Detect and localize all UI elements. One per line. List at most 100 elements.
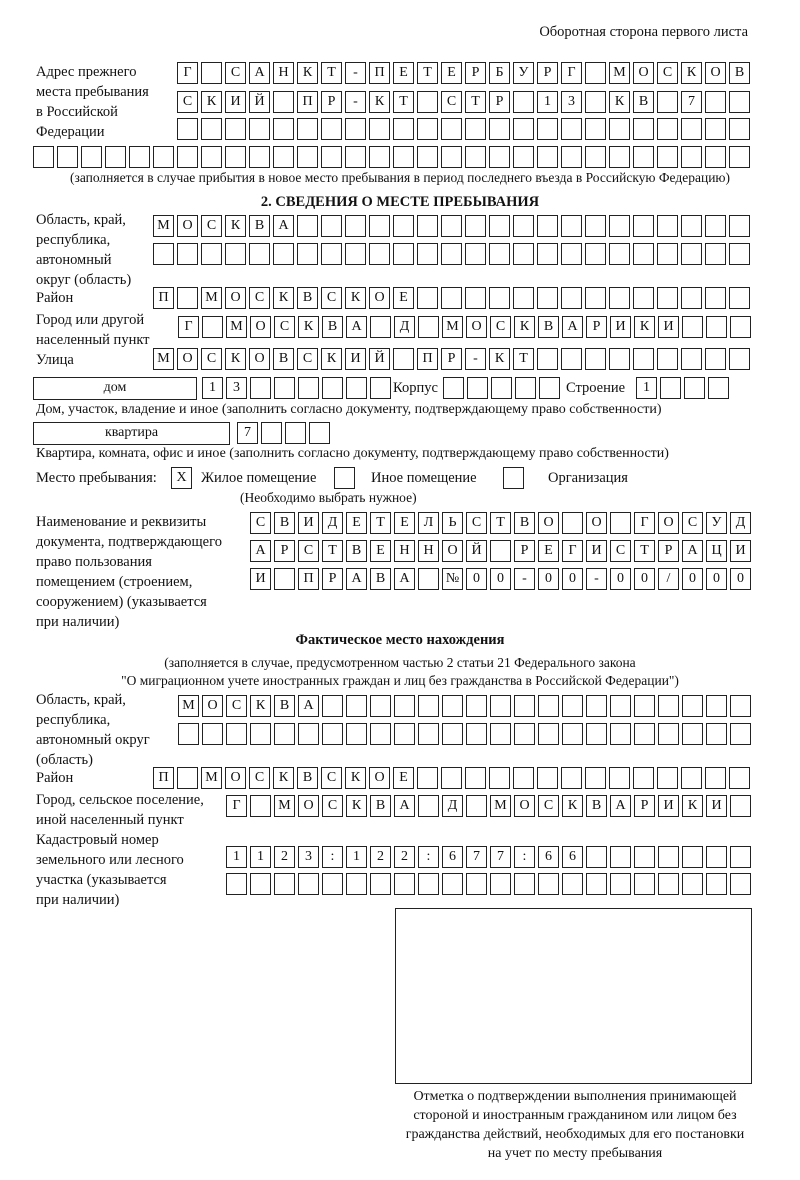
char-cell[interactable]	[273, 118, 294, 140]
char-cell[interactable]: 3	[298, 846, 319, 868]
char-cell[interactable]	[201, 118, 222, 140]
char-cell[interactable]: Р	[465, 62, 486, 84]
char-cell[interactable]	[226, 723, 247, 745]
char-cell[interactable]	[369, 215, 390, 237]
char-cell[interactable]	[322, 695, 343, 717]
char-cell[interactable]: Д	[442, 795, 463, 817]
char-cell[interactable]	[443, 377, 464, 399]
char-cell[interactable]	[561, 215, 582, 237]
char-cell[interactable]	[585, 146, 606, 168]
char-cell[interactable]: Р	[586, 316, 607, 338]
char-cell[interactable]	[562, 723, 583, 745]
char-cell[interactable]: 0	[538, 568, 559, 590]
char-cell[interactable]: К	[250, 695, 271, 717]
char-cell[interactable]	[393, 348, 414, 370]
char-cell[interactable]	[705, 146, 726, 168]
char-cell[interactable]	[561, 243, 582, 265]
char-cell[interactable]	[729, 146, 750, 168]
char-cell[interactable]	[706, 723, 727, 745]
char-cell[interactable]	[705, 767, 726, 789]
char-cell[interactable]	[729, 243, 750, 265]
char-cell[interactable]	[537, 287, 558, 309]
char-cell[interactable]: В	[729, 62, 750, 84]
char-cell[interactable]: И	[706, 795, 727, 817]
char-cell[interactable]: О	[369, 767, 390, 789]
char-cell[interactable]	[706, 316, 727, 338]
char-cell[interactable]	[658, 723, 679, 745]
char-cell[interactable]: С	[321, 767, 342, 789]
char-cell[interactable]: 7	[237, 422, 258, 444]
char-cell[interactable]	[657, 348, 678, 370]
char-cell[interactable]	[729, 767, 750, 789]
char-cell[interactable]	[418, 695, 439, 717]
char-cell[interactable]: К	[681, 62, 702, 84]
char-cell[interactable]	[322, 377, 343, 399]
char-cell[interactable]	[298, 723, 319, 745]
char-cell[interactable]	[706, 695, 727, 717]
char-cell[interactable]: Т	[322, 540, 343, 562]
char-cell[interactable]: А	[250, 540, 271, 562]
char-cell[interactable]	[177, 243, 198, 265]
char-cell[interactable]	[658, 846, 679, 868]
char-cell[interactable]	[657, 118, 678, 140]
char-cell[interactable]	[730, 723, 751, 745]
char-cell[interactable]: В	[370, 795, 391, 817]
char-cell[interactable]	[393, 118, 414, 140]
char-cell[interactable]	[298, 377, 319, 399]
char-cell[interactable]: В	[538, 316, 559, 338]
char-cell[interactable]	[250, 873, 271, 895]
char-cell[interactable]	[586, 846, 607, 868]
char-cell[interactable]	[708, 377, 729, 399]
char-cell[interactable]: К	[298, 316, 319, 338]
char-cell[interactable]	[538, 695, 559, 717]
char-cell[interactable]	[514, 695, 535, 717]
char-cell[interactable]	[684, 377, 705, 399]
char-cell[interactable]: И	[345, 348, 366, 370]
char-cell[interactable]	[730, 846, 751, 868]
char-cell[interactable]: С	[298, 540, 319, 562]
char-cell[interactable]	[273, 243, 294, 265]
char-cell[interactable]: К	[273, 287, 294, 309]
char-cell[interactable]	[345, 243, 366, 265]
char-cell[interactable]	[562, 512, 583, 534]
char-cell[interactable]: И	[610, 316, 631, 338]
char-cell[interactable]	[513, 215, 534, 237]
char-cell[interactable]: О	[466, 316, 487, 338]
char-cell[interactable]: К	[489, 348, 510, 370]
char-cell[interactable]: С	[250, 512, 271, 534]
char-cell[interactable]	[585, 348, 606, 370]
char-cell[interactable]	[202, 316, 223, 338]
char-cell[interactable]: Г	[177, 62, 198, 84]
char-cell[interactable]	[418, 795, 439, 817]
char-cell[interactable]: С	[201, 215, 222, 237]
char-cell[interactable]	[729, 118, 750, 140]
char-cell[interactable]: А	[249, 62, 270, 84]
char-cell[interactable]	[729, 215, 750, 237]
char-cell[interactable]: Д	[322, 512, 343, 534]
char-cell[interactable]	[585, 215, 606, 237]
char-cell[interactable]	[681, 146, 702, 168]
char-cell[interactable]: О	[514, 795, 535, 817]
char-cell[interactable]: 1	[636, 377, 657, 399]
char-cell[interactable]: -	[514, 568, 535, 590]
char-cell[interactable]	[274, 377, 295, 399]
char-cell[interactable]: В	[297, 767, 318, 789]
char-cell[interactable]	[321, 215, 342, 237]
char-cell[interactable]: О	[177, 215, 198, 237]
char-cell[interactable]	[513, 91, 534, 113]
char-cell[interactable]	[274, 568, 295, 590]
char-cell[interactable]: М	[274, 795, 295, 817]
char-cell[interactable]	[250, 723, 271, 745]
char-cell[interactable]: К	[297, 62, 318, 84]
char-cell[interactable]: С	[321, 287, 342, 309]
char-cell[interactable]	[418, 316, 439, 338]
char-cell[interactable]	[633, 767, 654, 789]
char-cell[interactable]: 1	[537, 91, 558, 113]
char-cell[interactable]: 6	[562, 846, 583, 868]
char-cell[interactable]	[633, 146, 654, 168]
char-cell[interactable]: С	[657, 62, 678, 84]
char-cell[interactable]	[633, 348, 654, 370]
char-cell[interactable]	[681, 215, 702, 237]
char-cell[interactable]	[250, 377, 271, 399]
char-cell[interactable]	[658, 873, 679, 895]
